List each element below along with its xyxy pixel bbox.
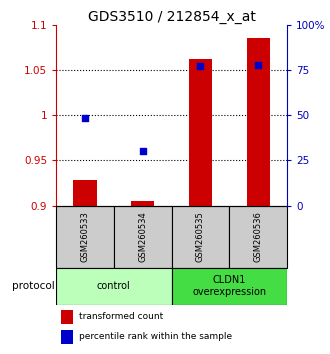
Text: CLDN1
overexpression: CLDN1 overexpression bbox=[192, 275, 266, 297]
Bar bbox=[172, 206, 229, 268]
Bar bbox=[172, 268, 287, 304]
Bar bbox=[56, 268, 172, 304]
Bar bbox=[189, 59, 212, 206]
Title: GDS3510 / 212854_x_at: GDS3510 / 212854_x_at bbox=[88, 10, 255, 24]
Point bbox=[198, 64, 203, 69]
Text: GSM260533: GSM260533 bbox=[81, 211, 89, 262]
Text: GSM260536: GSM260536 bbox=[254, 211, 263, 262]
Bar bbox=[61, 310, 73, 324]
Bar bbox=[114, 206, 172, 268]
Text: GSM260534: GSM260534 bbox=[138, 211, 147, 262]
Point bbox=[82, 115, 88, 121]
Bar bbox=[74, 180, 97, 206]
Bar bbox=[56, 206, 114, 268]
Text: protocol: protocol bbox=[12, 281, 55, 291]
Point bbox=[140, 149, 146, 154]
Bar bbox=[229, 206, 287, 268]
Text: GSM260535: GSM260535 bbox=[196, 211, 205, 262]
Point bbox=[256, 62, 261, 67]
Text: transformed count: transformed count bbox=[79, 312, 163, 321]
Text: percentile rank within the sample: percentile rank within the sample bbox=[79, 332, 232, 341]
Bar bbox=[131, 201, 154, 206]
Bar bbox=[247, 38, 270, 206]
Text: control: control bbox=[97, 281, 131, 291]
Bar bbox=[61, 330, 73, 343]
